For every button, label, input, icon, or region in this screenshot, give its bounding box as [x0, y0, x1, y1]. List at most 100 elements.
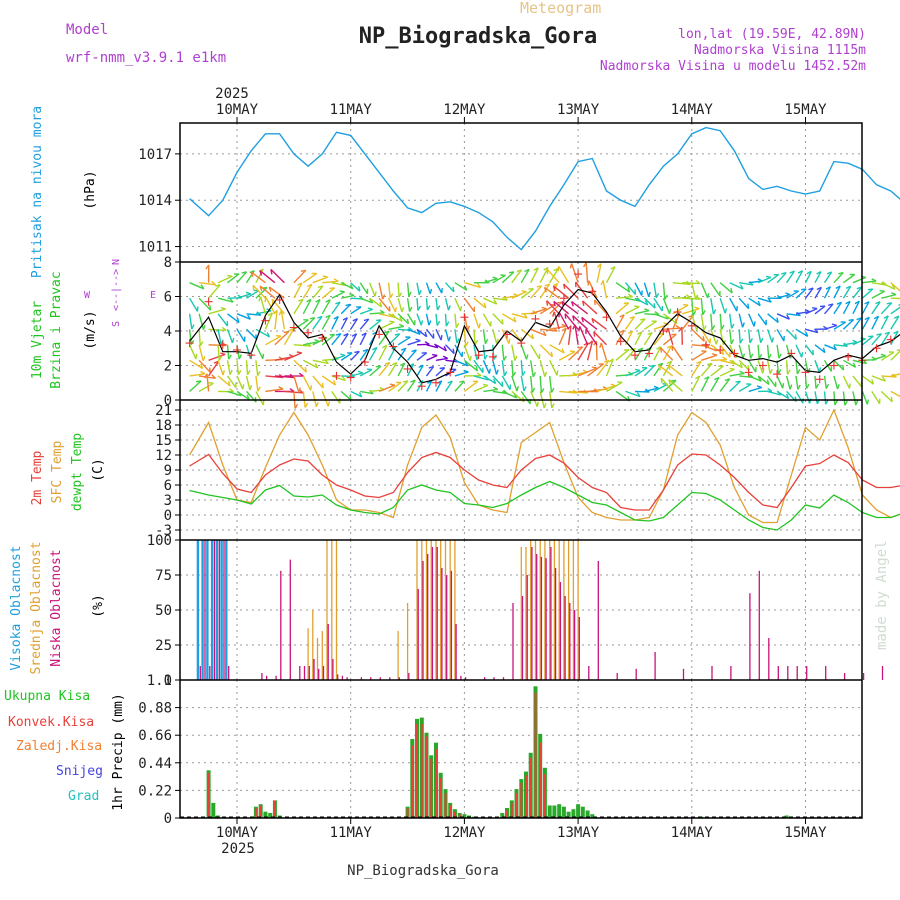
wind-barb-head [209, 305, 212, 311]
wind-barb-head [599, 342, 602, 348]
wind-barb [265, 296, 276, 315]
wind-barb [776, 375, 784, 389]
wind-barb [388, 313, 403, 322]
wind-barb-head [513, 317, 517, 323]
wind-barb-head [714, 376, 720, 381]
wind-barb-head [730, 288, 733, 294]
wind-barb-head [569, 263, 573, 269]
model-label: Model [66, 22, 108, 38]
wind-barb-head [660, 378, 663, 384]
y-tick-label: 0.66 [138, 728, 172, 744]
wind-barb [588, 280, 598, 299]
wind-barb [444, 282, 455, 293]
wind-barb-head [475, 365, 479, 372]
wind-barb-head [241, 271, 247, 274]
wind-barb [710, 359, 727, 361]
mid-cloud-label: Srednja Oblacnost [29, 541, 44, 674]
precip-conv-bar [416, 723, 418, 818]
wind-barb-head [854, 300, 860, 305]
wind-barb-head [267, 312, 273, 317]
wind-barb-head [561, 323, 567, 327]
precip-conv-bar [273, 800, 276, 818]
wind-barb-head [427, 380, 433, 384]
wind-key-south: S [111, 321, 122, 327]
wind-barb [823, 391, 827, 405]
precip-conv-bar [520, 782, 523, 818]
wind-barb [463, 380, 479, 392]
wind-barb-head [488, 368, 491, 374]
wind-barb-head [610, 383, 616, 387]
wind-barb [236, 375, 244, 390]
wind-barb-head [196, 380, 202, 383]
wind-barb [634, 318, 646, 330]
legend-total: Ukupna Kisa [4, 689, 90, 704]
wind-barb [570, 263, 579, 283]
wind-barb-head [629, 316, 635, 320]
wind-barb-head [389, 383, 395, 386]
wind-barb [871, 355, 886, 361]
precip-conv-bar [406, 808, 409, 818]
wind-barb [579, 326, 589, 346]
wind-barb [321, 299, 331, 315]
wind-barb-head [739, 338, 744, 344]
wind-barb-head [825, 286, 831, 290]
wind-barb-head [712, 353, 718, 356]
wind-barb-head [278, 386, 284, 390]
wind-barb [852, 317, 862, 330]
wind-barb [255, 344, 264, 360]
wind-barb [710, 365, 724, 377]
wind-barb [624, 316, 636, 330]
wind-barb [302, 299, 312, 315]
wind-barb-head [812, 307, 818, 310]
wind-barb [814, 305, 826, 315]
wind-barb-head [552, 282, 558, 287]
wind-barb [662, 345, 673, 361]
wind-barb-head [406, 318, 410, 324]
wind-barb [862, 280, 877, 284]
wind-barb-head [289, 388, 295, 392]
wind-barb-head [653, 385, 659, 389]
wind-barb [852, 338, 866, 346]
wind-barb-head [572, 315, 575, 321]
wind-barb-head [341, 376, 346, 381]
wind-barb-head [314, 338, 320, 343]
wind-barb-head [536, 401, 539, 407]
wind-barb-head [757, 376, 762, 382]
wind-barb [572, 315, 589, 330]
wind-barb [397, 282, 400, 298]
wind-barb [293, 359, 307, 373]
wind-barb-head [389, 320, 395, 323]
product-title: Meteogram [520, 0, 601, 17]
wind-barb [521, 312, 537, 315]
wind-barb-head [785, 292, 791, 296]
wind-barb-head [271, 299, 274, 305]
y-tick-label: 100 [147, 533, 172, 549]
wind-barb-head [349, 292, 355, 297]
wind-barb-head [300, 269, 306, 272]
wind-barb [691, 350, 707, 361]
wind-barb [359, 297, 373, 304]
wind-barb [520, 375, 525, 392]
wind-barb-head [561, 327, 567, 332]
wind-barb [644, 320, 657, 330]
wind-barb-head [758, 353, 763, 359]
wind-barb-head [333, 380, 337, 386]
wind-barb-head [366, 368, 372, 371]
wind-barb-head [658, 365, 662, 371]
precip-conv-bar [449, 805, 452, 818]
wind-barb [445, 359, 458, 363]
wind-barb [880, 302, 893, 315]
plot-frame [179, 122, 863, 819]
wind-barb [643, 332, 653, 346]
wind-barb-head [259, 285, 263, 291]
coords-label: lon,lat (19.59E, 42.89N) [678, 27, 866, 42]
wind-barb [425, 313, 430, 326]
wind-barb [217, 329, 222, 345]
wind-barb [558, 327, 567, 346]
precip-total-bar [571, 809, 576, 818]
wind-barb [425, 298, 429, 310]
wind-barb-head [619, 314, 625, 318]
legend-frozen: Zaledj.Kisa [16, 739, 102, 754]
wind-barb-head [195, 353, 198, 360]
wind-barb-head [623, 302, 629, 305]
